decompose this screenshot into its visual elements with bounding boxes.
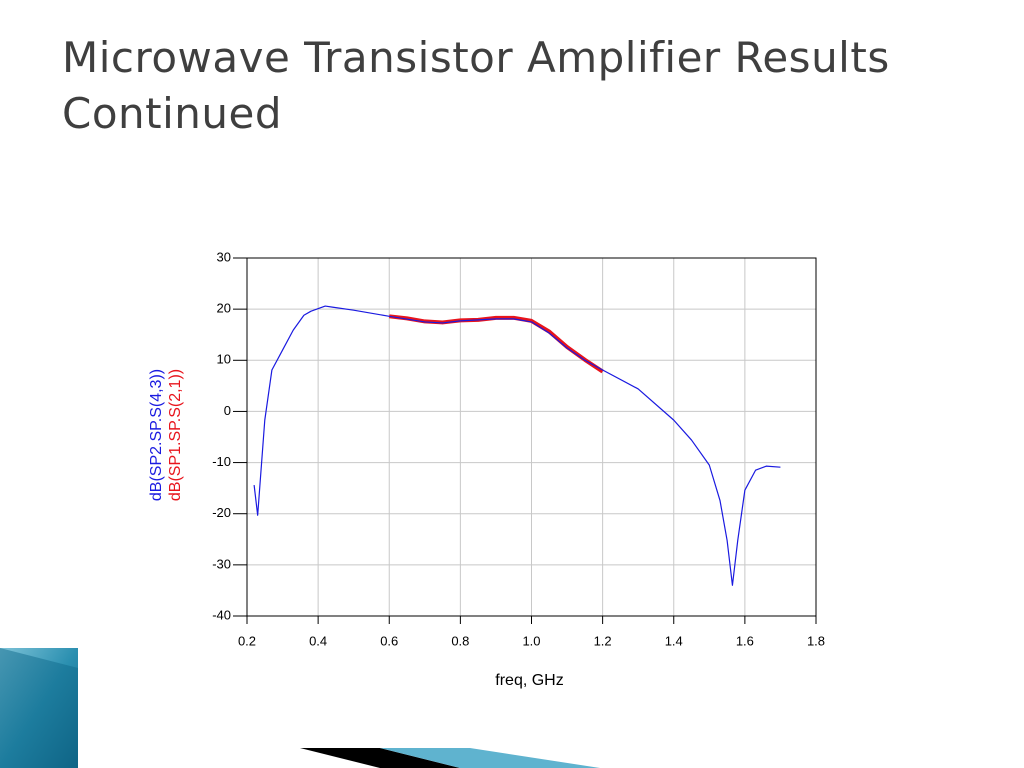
y-tick-label: 20 — [217, 301, 231, 316]
y-tick-label: 30 — [217, 249, 231, 264]
x-tick-label: 1.8 — [807, 633, 825, 648]
legend-entry: dB(SP1.SP.S(2,1)) — [167, 369, 184, 501]
x-tick-label: 1.0 — [522, 633, 540, 648]
series-line — [389, 314, 604, 374]
x-tick-label: 1.2 — [594, 633, 612, 648]
decoration — [380, 748, 600, 768]
x-tick-label: 0.6 — [380, 633, 398, 648]
y-tick-label: -20 — [212, 505, 231, 520]
y-tick-label: -30 — [212, 556, 231, 571]
x-tick-label: 0.8 — [451, 633, 469, 648]
decoration — [0, 648, 78, 768]
y-tick-label: 10 — [217, 352, 231, 367]
x-tick-label: 1.6 — [736, 633, 754, 648]
series-line — [253, 305, 781, 586]
x-axis-label: freq, GHz — [495, 672, 563, 689]
legend-entry: dB(SP2.SP.S(4,3)) — [148, 369, 165, 501]
plot-frame — [246, 257, 817, 617]
y-tick-label: -10 — [212, 454, 231, 469]
x-tick-label: 0.2 — [238, 633, 256, 648]
decoration — [300, 748, 460, 768]
y-tick-label: 0 — [224, 403, 231, 418]
x-tick-label: 0.4 — [309, 633, 327, 648]
slide-title: Microwave Transistor Amplifier Results C… — [62, 33, 890, 138]
y-tick-label: -40 — [212, 607, 231, 622]
x-tick-label: 1.4 — [665, 633, 683, 648]
